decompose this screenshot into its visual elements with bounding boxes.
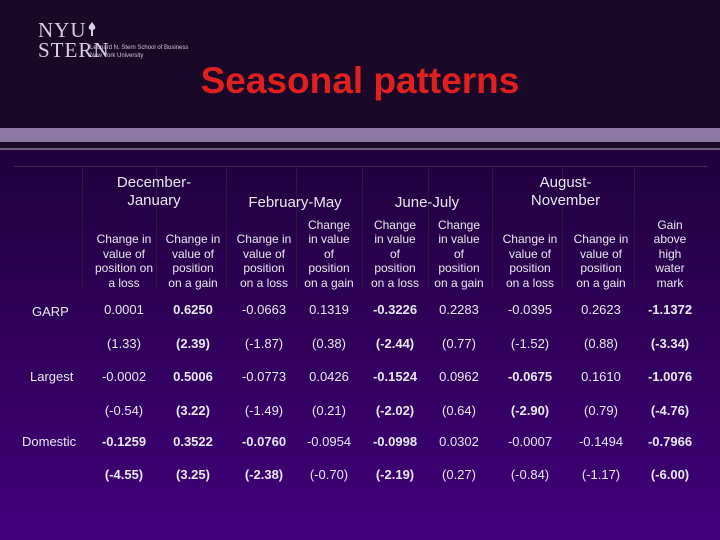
t-statistic-cell: (-2.38) [244, 467, 284, 482]
t-statistic-cell: (0.79) [584, 403, 618, 418]
t-statistic-cell: (-2.90) [510, 403, 550, 418]
t-statistic-cell: (-1.87) [244, 336, 284, 351]
t-statistic-cell: (0.77) [442, 336, 476, 351]
coefficient-cell: -0.1259 [101, 434, 147, 449]
column-subheader: Change in value of position on a loss [236, 232, 292, 290]
column-subheader: Change in value of position on a loss [502, 232, 558, 290]
column-divider [82, 168, 83, 288]
column-subheader: Gain above high water mark [653, 217, 687, 290]
coefficient-cell: 0.5006 [173, 369, 213, 384]
logo-school: Leonard N. Stern School of Business New … [90, 44, 210, 60]
t-statistic-cell: (0.27) [442, 467, 476, 482]
column-divider [428, 168, 429, 288]
coefficient-cell: -0.1494 [578, 434, 624, 449]
coefficient-cell: 0.0426 [309, 369, 349, 384]
coefficient-cell: 0.0001 [104, 302, 144, 317]
t-statistic-cell: (3.22) [176, 403, 210, 418]
title-divider-thin [0, 148, 720, 150]
column-divider [492, 168, 493, 288]
coefficient-cell: -0.0007 [507, 434, 553, 449]
t-statistic-cell: (-1.49) [244, 403, 284, 418]
logo-line1: NYU [38, 18, 87, 42]
t-statistic-cell: (2.39) [176, 336, 210, 351]
coefficient-cell: -0.1524 [372, 369, 418, 384]
column-subheader: Change in value of position on a gain [165, 232, 221, 290]
t-statistic-cell: (-4.76) [650, 403, 690, 418]
column-group-header: June-July [394, 194, 460, 211]
t-statistic-cell: (0.88) [584, 336, 618, 351]
t-statistic-cell: (0.64) [442, 403, 476, 418]
coefficient-cell: 0.0302 [439, 434, 479, 449]
column-group-header: December- January [116, 174, 192, 209]
column-divider [296, 168, 297, 288]
column-subheader: Change in value of position on a gain [434, 217, 484, 290]
coefficient-cell: 0.2283 [439, 302, 479, 317]
coefficient-cell: 0.2623 [581, 302, 621, 317]
t-statistic-cell: (-4.55) [104, 467, 144, 482]
coefficient-cell: -0.0773 [241, 369, 287, 384]
column-subheader: Change in value of position on a gain [573, 232, 629, 290]
t-statistic-cell: (-3.34) [650, 336, 690, 351]
column-divider [634, 168, 635, 288]
coefficient-cell: -0.7966 [647, 434, 693, 449]
coefficient-cell: -0.0675 [507, 369, 553, 384]
t-statistic-cell: (3.25) [176, 467, 210, 482]
column-divider [562, 168, 563, 288]
column-subheader: Change in value of position on a loss [370, 217, 420, 290]
column-subheader: Change in value of position on a loss [94, 232, 154, 290]
row-label: Largest [30, 369, 74, 384]
coefficient-cell: -0.0760 [241, 434, 287, 449]
coefficient-cell: 0.1610 [581, 369, 621, 384]
t-statistic-cell: (-0.70) [309, 467, 349, 482]
t-statistic-cell: (0.38) [312, 336, 346, 351]
t-statistic-cell: (-1.52) [510, 336, 550, 351]
coefficient-cell: 0.1319 [309, 302, 349, 317]
row-label: GARP [32, 304, 69, 319]
t-statistic-cell: (0.21) [312, 403, 346, 418]
coefficient-cell: 0.6250 [173, 302, 213, 317]
column-divider [226, 168, 227, 288]
t-statistic-cell: (1.33) [107, 336, 141, 351]
coefficient-cell: -0.3226 [372, 302, 418, 317]
t-statistic-cell: (-6.00) [650, 467, 690, 482]
t-statistic-cell: (-2.02) [375, 403, 415, 418]
nyu-stern-logo: NYU STERN Leonard N. Stern School of Bus… [38, 18, 188, 62]
t-statistic-cell: (-0.84) [510, 467, 550, 482]
column-group-header: February-May [248, 194, 342, 211]
logo-line2: STERN [38, 38, 110, 62]
torch-icon [88, 22, 96, 36]
coefficient-cell: -0.0002 [101, 369, 147, 384]
column-divider [156, 168, 157, 288]
coefficient-cell: 0.0962 [439, 369, 479, 384]
table-header-outline [14, 166, 708, 292]
coefficient-cell: -0.0663 [241, 302, 287, 317]
column-divider [362, 168, 363, 288]
t-statistic-cell: (-2.19) [375, 467, 415, 482]
coefficient-cell: 0.3522 [173, 434, 213, 449]
coefficient-cell: -0.0395 [507, 302, 553, 317]
coefficient-cell: -1.0076 [647, 369, 693, 384]
t-statistic-cell: (-1.17) [581, 467, 621, 482]
column-group-header: August- November [530, 174, 601, 209]
title-divider [0, 128, 720, 142]
coefficient-cell: -0.0954 [306, 434, 352, 449]
coefficient-cell: -1.1372 [647, 302, 693, 317]
t-statistic-cell: (-0.54) [104, 403, 144, 418]
column-subheader: Change in value of position on a gain [304, 217, 354, 290]
row-label: Domestic [22, 434, 77, 449]
slide-title: Seasonal patterns [200, 60, 520, 101]
coefficient-cell: -0.0998 [372, 434, 418, 449]
logo-school-line2: New York University [90, 53, 144, 59]
logo-school-line1: Leonard N. Stern School of Business [90, 45, 189, 51]
t-statistic-cell: (-2.44) [375, 336, 415, 351]
